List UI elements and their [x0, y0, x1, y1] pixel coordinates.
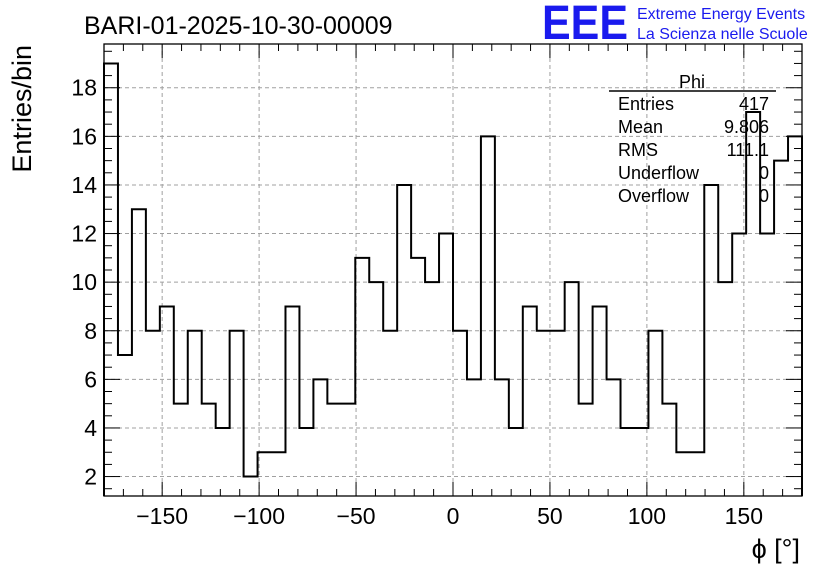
eee-logo-text: EEE [542, 0, 628, 50]
stats-label-rms: RMS [618, 140, 658, 160]
stats-label-overflow: Overflow [618, 186, 690, 206]
y-tick-label: 16 [71, 123, 97, 149]
y-tick-label: 12 [71, 221, 97, 247]
x-tick-label: 100 [628, 503, 666, 529]
x-tick-label: −150 [136, 503, 188, 529]
y-tick-label: 14 [71, 172, 97, 198]
x-tick-label: −50 [337, 503, 376, 529]
stats-box: Phi Entries 417 Mean 9.806 RMS 111.1 Und… [609, 72, 776, 206]
stats-value-underflow: 0 [759, 163, 769, 183]
stats-name: Phi [679, 72, 705, 92]
x-tick-label: 150 [725, 503, 763, 529]
stats-label-underflow: Underflow [618, 163, 700, 183]
stats-value-mean: 9.806 [724, 117, 769, 137]
y-tick-label: 8 [84, 318, 97, 344]
y-axis-title: Entries/bin [7, 45, 37, 173]
stats-value-entries: 417 [739, 94, 769, 114]
y-tick-label: 2 [84, 464, 97, 490]
y-tick-label: 18 [71, 75, 97, 101]
x-tick-label: 50 [537, 503, 563, 529]
axis-ticks [104, 44, 802, 496]
histogram-line [103, 62, 803, 496]
y-tick-label: 4 [84, 415, 97, 441]
chart-title: BARI-01-2025-10-30-00009 [84, 12, 393, 40]
brand-line-1: Extreme Energy Events [637, 6, 805, 23]
x-tick-label: −100 [233, 503, 285, 529]
x-axis-title: ϕ [°] [752, 534, 800, 564]
stats-value-overflow: 0 [759, 186, 769, 206]
stats-label-entries: Entries [618, 94, 674, 114]
tick-labels: −150 −100 −50 0 50 100 150 2 4 6 8 10 12 14 16 18 [71, 75, 763, 529]
y-tick-label: 10 [71, 269, 97, 295]
x-tick-label: 0 [447, 503, 460, 529]
y-tick-label: 6 [84, 366, 97, 392]
stats-label-mean: Mean [618, 117, 663, 137]
brand-line-2: La Scienza nelle Scuole [637, 26, 808, 43]
stats-value-rms: 111.1 [727, 140, 769, 160]
eee-logo: EEE Extreme Energy Events La Scienza nel… [542, 0, 808, 50]
